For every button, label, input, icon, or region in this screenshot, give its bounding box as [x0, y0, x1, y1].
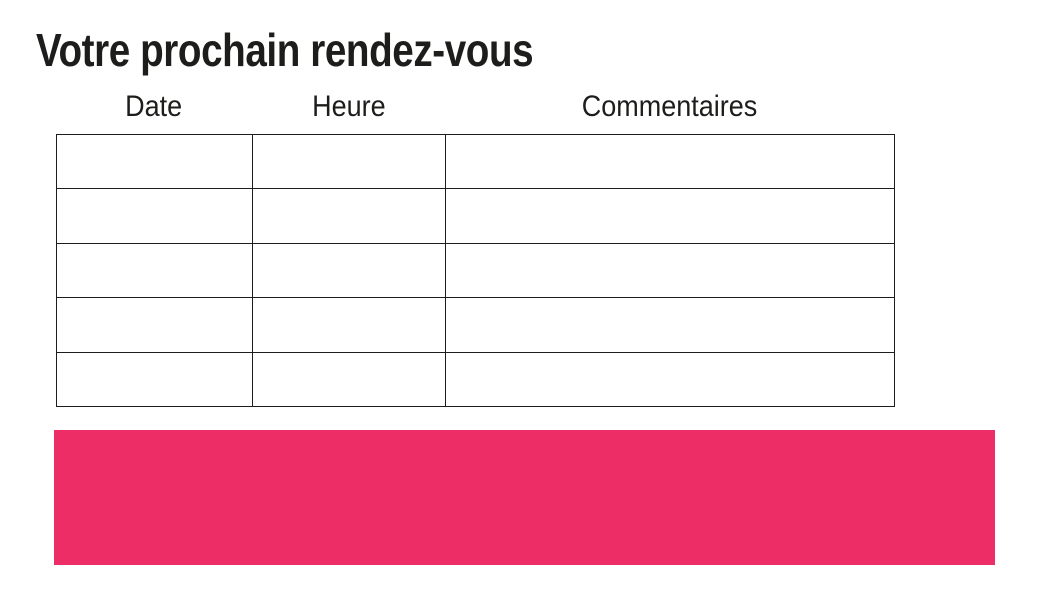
cell-date: [56, 297, 253, 353]
pink-banner: [54, 430, 995, 565]
table-row: [56, 351, 895, 408]
table-row: [56, 188, 895, 244]
table-row: [56, 242, 895, 299]
cell-date: [56, 188, 253, 244]
cell-commentaires: [445, 242, 895, 299]
column-header-date: Date: [125, 90, 183, 123]
cell-commentaires: [445, 297, 895, 353]
cell-heure: [252, 242, 446, 299]
cell-date: [56, 242, 253, 299]
cell-heure: [252, 133, 446, 190]
cell-heure: [252, 188, 446, 244]
table-header-row: Date Heure Commentaires: [56, 92, 894, 122]
table-row: [56, 133, 895, 190]
column-header-heure: Heure: [311, 90, 386, 123]
cell-commentaires: [445, 133, 895, 190]
cell-commentaires: [445, 188, 895, 244]
cell-commentaires: [445, 351, 895, 408]
table-row: [56, 297, 895, 353]
column-header-commentaires: Commentaires: [581, 90, 758, 123]
cell-heure: [252, 297, 446, 353]
cell-date: [56, 351, 253, 408]
page-title: Votre prochain rendez-vous: [36, 24, 534, 76]
cell-date: [56, 133, 253, 190]
appointments-table: [56, 133, 895, 408]
cell-heure: [252, 351, 446, 408]
